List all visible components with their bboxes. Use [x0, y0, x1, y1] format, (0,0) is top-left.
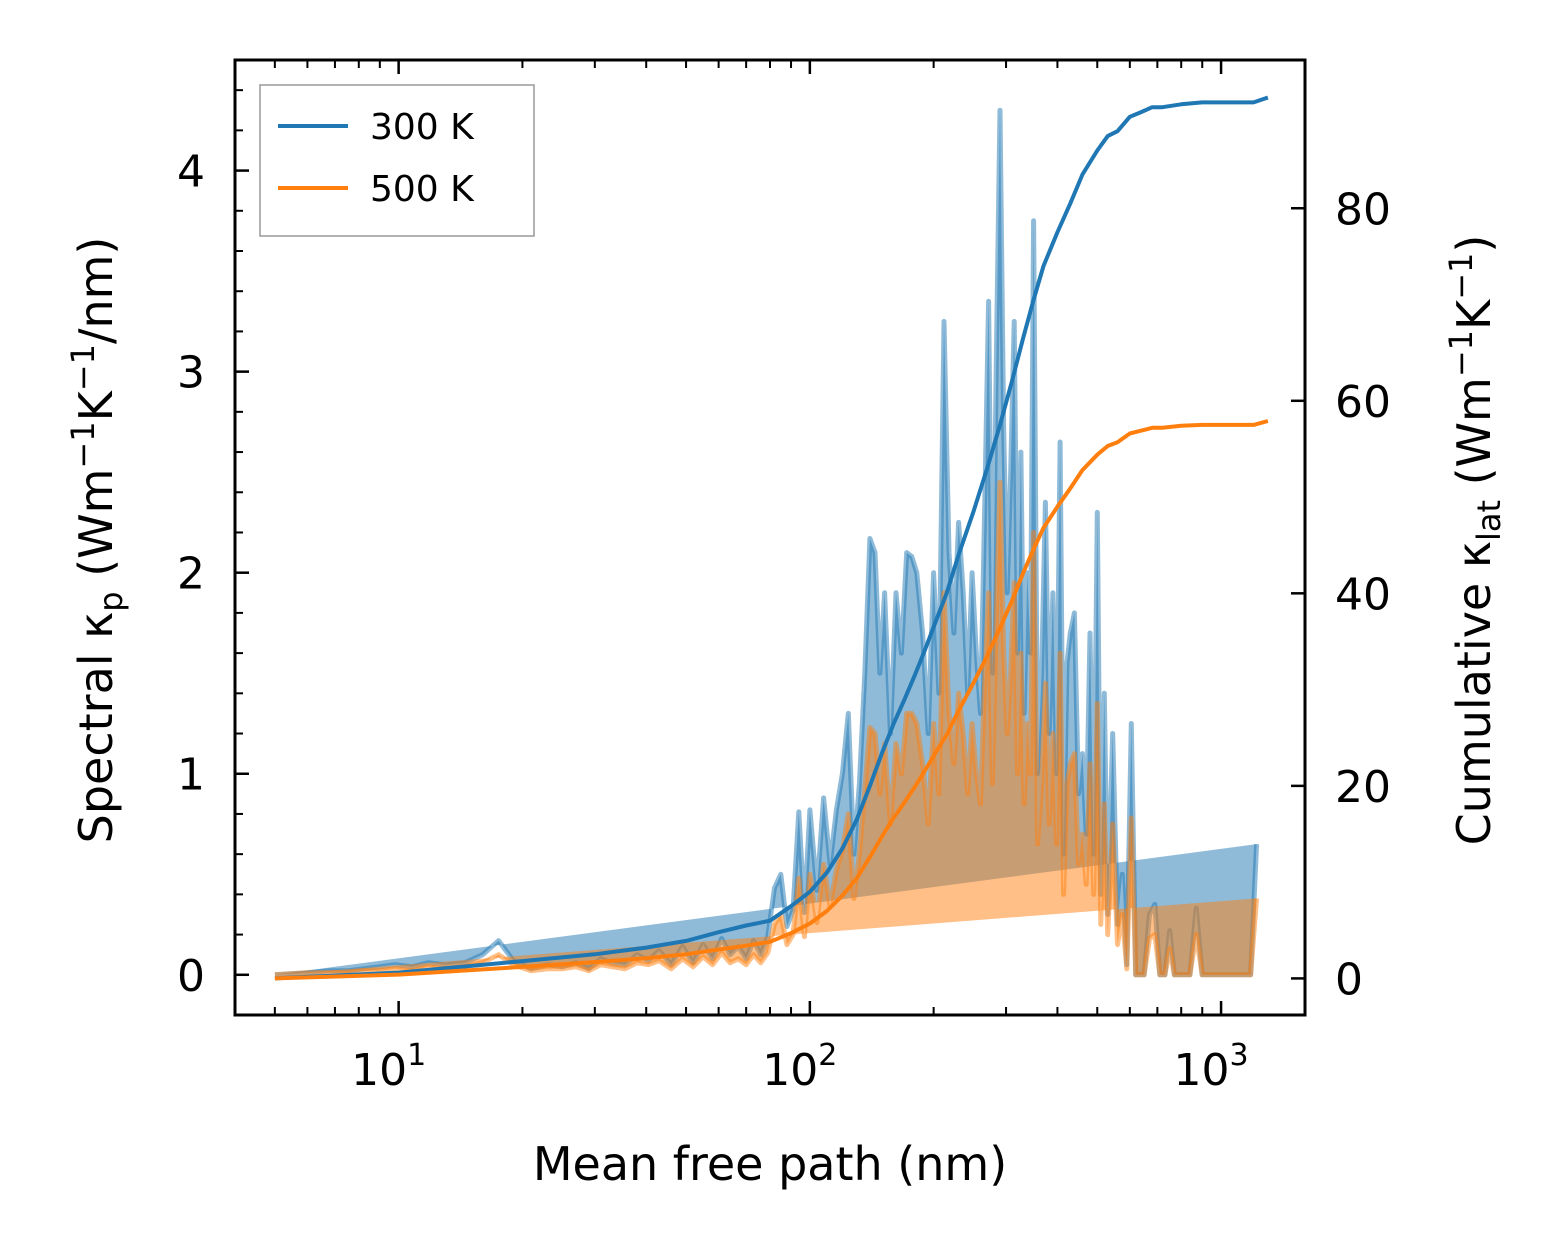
y-left-tick-label: 2: [177, 549, 205, 600]
y-right-tick-label: 60: [1335, 377, 1391, 428]
y-left-tick-label: 0: [177, 951, 205, 1002]
x-tick-label: 101: [351, 1038, 426, 1096]
legend: 300 K 500 K: [259, 84, 535, 237]
x-tick-label: 103: [1174, 1038, 1249, 1096]
y-right-tick-label: 40: [1335, 569, 1391, 620]
y-right-tick-label: 20: [1335, 762, 1391, 813]
x-tick-label-base: 10: [762, 1045, 818, 1096]
legend-label-500k: 500 K: [370, 169, 475, 210]
spectral-layer: [274, 107, 1260, 978]
x-tick-label-base: 10: [351, 1045, 407, 1096]
x-axis-label: Mean free path (nm): [533, 1137, 1007, 1191]
spectral-line-500k: [274, 479, 1260, 978]
x-tick-label-base: 10: [1174, 1045, 1230, 1096]
y-right-tick-label: 80: [1335, 184, 1391, 235]
cumulative-line-500k: [274, 419, 1269, 981]
y-left-tick-label: 3: [177, 348, 205, 399]
legend-label-300k: 300 K: [370, 107, 475, 148]
spectral-fill-500k: [274, 482, 1257, 975]
x-tick-label-exp: 3: [1230, 1038, 1249, 1073]
x-tick-label-exp: 2: [818, 1038, 837, 1073]
y-axis-label-right: Cumulative κlat (Wm−1K−1): [1442, 235, 1508, 846]
x-tick-label-exp: 1: [407, 1038, 426, 1073]
legend-frame: [259, 84, 535, 237]
cumulative-layer: [274, 95, 1269, 981]
cumulative-line-300k: [274, 95, 1269, 981]
y-left-tick-label: 4: [177, 147, 205, 198]
y-left-tick-label: 1: [177, 750, 205, 801]
plot-frame: [233, 58, 1307, 1017]
x-tick-label: 102: [762, 1038, 837, 1096]
y-right-tick-label: 0: [1335, 954, 1363, 1005]
y-axis-label-left: Spectral κp (Wm−1K−1/nm): [64, 237, 130, 844]
